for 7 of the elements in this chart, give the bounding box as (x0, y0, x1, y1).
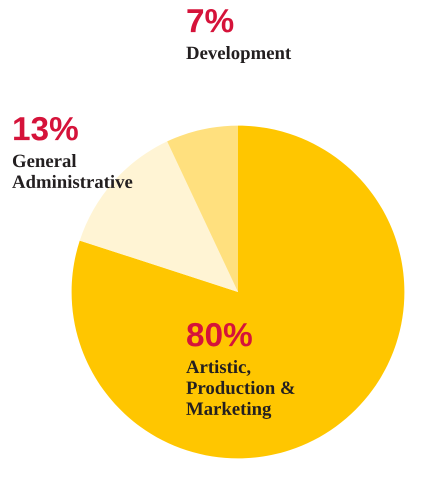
pie-slice (167, 126, 238, 292)
slice-label: Development (186, 46, 292, 64)
data-label: 13% (14, 116, 78, 141)
slice-label: General Administrative (12, 154, 132, 188)
slice-label: Artistic, Production & Marketing (186, 360, 295, 419)
data-label: 80% (187, 322, 252, 346)
data-label: 7% (187, 8, 234, 32)
